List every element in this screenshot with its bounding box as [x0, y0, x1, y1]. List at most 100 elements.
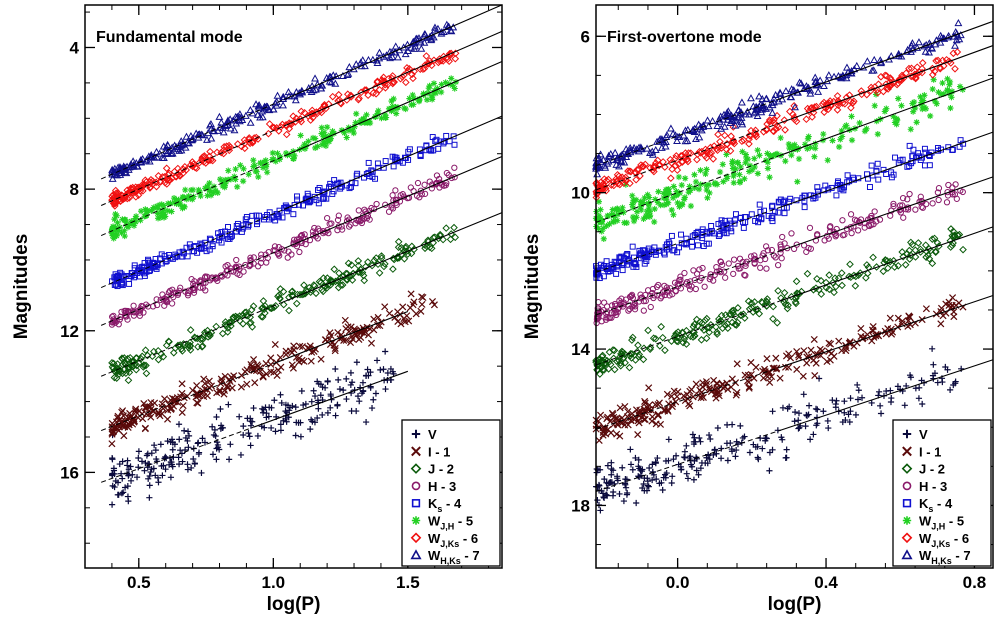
data-point — [833, 192, 840, 199]
data-point — [703, 186, 710, 194]
data-point — [651, 218, 658, 225]
fit-line-solid — [283, 156, 503, 249]
data-point — [929, 345, 936, 352]
data-point — [114, 479, 122, 486]
data-point — [905, 246, 914, 255]
data-point — [811, 73, 820, 81]
data-point — [212, 432, 219, 440]
data-point — [596, 466, 604, 473]
fit-line-solid — [252, 370, 409, 428]
data-point — [769, 446, 776, 453]
data-point — [201, 159, 210, 167]
data-point — [110, 467, 118, 474]
data-point — [199, 435, 206, 442]
legend-label: H - 3 — [919, 479, 947, 494]
data-point — [921, 104, 928, 111]
data-point — [668, 403, 676, 411]
x-axis-label: log(P) — [768, 594, 822, 615]
data-point — [146, 461, 153, 468]
data-point — [382, 51, 391, 59]
data-point — [814, 406, 821, 413]
data-point — [142, 361, 150, 370]
data-point — [374, 313, 382, 321]
data-point — [451, 164, 458, 171]
data-point — [757, 264, 764, 271]
data-point — [765, 212, 772, 219]
data-point — [282, 150, 290, 157]
data-point — [615, 162, 623, 170]
data-point — [641, 247, 648, 254]
data-point — [779, 404, 787, 411]
data-point — [681, 149, 690, 157]
data-point — [284, 254, 291, 261]
data-point — [644, 482, 651, 489]
data-point — [732, 211, 739, 218]
data-point — [888, 330, 896, 338]
data-point — [207, 328, 216, 337]
data-point — [729, 160, 736, 167]
data-point — [649, 476, 656, 484]
legend-marker — [902, 446, 912, 457]
data-point — [120, 489, 127, 496]
data-point — [769, 127, 777, 135]
data-point — [162, 164, 171, 173]
data-point — [247, 442, 254, 449]
data-point — [951, 191, 959, 198]
data-point — [706, 189, 713, 197]
data-point — [906, 142, 913, 149]
data-point — [595, 198, 602, 205]
data-point — [314, 143, 321, 150]
data-point — [759, 374, 768, 382]
data-point — [868, 337, 876, 345]
data-point — [149, 407, 157, 415]
data-point — [405, 148, 412, 155]
data-point — [684, 475, 692, 482]
data-point — [354, 393, 362, 400]
data-point — [189, 196, 196, 203]
data-point — [710, 277, 717, 284]
fit-line-solid — [779, 45, 994, 124]
data-point — [200, 375, 208, 383]
data-point — [647, 292, 654, 300]
data-point — [729, 421, 736, 428]
data-point — [250, 404, 257, 412]
data-point — [175, 461, 183, 468]
data-point — [218, 229, 225, 235]
data-point — [417, 153, 424, 160]
data-point — [763, 265, 770, 272]
data-point — [451, 233, 460, 242]
data-point — [723, 110, 732, 118]
data-point — [285, 306, 293, 315]
data-point — [178, 380, 186, 388]
data-point — [733, 318, 742, 327]
data-point — [672, 288, 679, 295]
data-point — [949, 184, 956, 191]
data-point — [921, 47, 930, 55]
data-point — [215, 112, 224, 120]
data-point — [841, 231, 848, 238]
plot-frame — [595, 4, 994, 569]
data-point — [907, 64, 916, 73]
data-point — [425, 85, 432, 92]
data-point — [332, 365, 339, 373]
data-point — [377, 366, 384, 373]
data-point — [703, 116, 712, 124]
data-point — [814, 87, 823, 95]
data-point — [877, 402, 884, 409]
legend-marker — [411, 499, 421, 508]
data-point — [611, 480, 618, 487]
data-point — [164, 200, 172, 207]
data-point — [291, 118, 300, 126]
data-point — [882, 256, 890, 265]
data-point — [672, 398, 680, 406]
data-point — [170, 398, 178, 406]
data-point — [118, 490, 126, 497]
data-point — [112, 367, 121, 375]
data-point — [714, 424, 721, 432]
data-point — [111, 186, 120, 195]
data-point — [108, 440, 116, 448]
data-point — [842, 347, 850, 355]
data-point — [645, 200, 652, 208]
data-point — [264, 169, 271, 176]
